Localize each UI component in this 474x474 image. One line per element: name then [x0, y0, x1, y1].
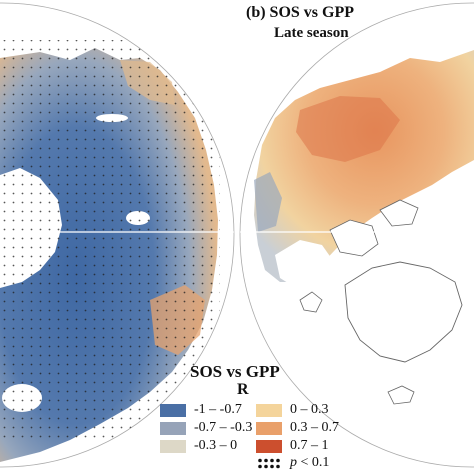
- legend-label: 0.7 – 1: [290, 438, 329, 453]
- legend-item: -1 – -0.7: [160, 402, 290, 419]
- west-coast-cool: [254, 172, 282, 232]
- left-hemisphere: [0, 2, 235, 468]
- legend-label: -0.7 – -0.3: [194, 420, 253, 435]
- legend-item: -0.3 – 0: [160, 438, 290, 455]
- significance-dots-icon: [258, 458, 280, 469]
- panel-subtitle: Late season: [274, 25, 349, 41]
- legend-item: 0.3 – 0.7: [256, 420, 386, 437]
- p-symbol: p: [290, 455, 297, 470]
- iceland-outline: [387, 385, 415, 405]
- legend-item: 0 – 0.3: [256, 402, 386, 419]
- legend-label: -0.3 – 0: [194, 438, 238, 453]
- legend-swatch: [160, 440, 186, 453]
- panel-title: (b) SOS vs GPP: [246, 4, 355, 21]
- legend-label: 0.3 – 0.7: [290, 420, 339, 435]
- greenland-outline: [344, 261, 463, 363]
- legend-label: -1 – -0.7: [194, 402, 242, 417]
- legend-swatch: [256, 404, 282, 417]
- arctic-islands-outline: [299, 199, 419, 313]
- legend-label: 0 – 0.3: [290, 402, 329, 417]
- legend-swatch: [256, 440, 282, 453]
- legend: SOS vs GPP R -1 – -0.7 -0.7 – -0.3 -0.3 …: [160, 362, 440, 474]
- hudson-bay: [275, 240, 334, 288]
- left-significance-dots: [0, 40, 220, 440]
- legend-swatch: [160, 404, 186, 417]
- legend-title: SOS vs GPP: [190, 362, 280, 381]
- legend-swatch: [256, 422, 282, 435]
- legend-swatch: [160, 422, 186, 435]
- core-warm-region: [296, 96, 400, 162]
- significance-legend-item: p < 0.1: [256, 455, 416, 472]
- legend-item: -0.7 – -0.3: [160, 420, 290, 437]
- significance-threshold: < 0.1: [297, 455, 330, 470]
- right-hemisphere-outline: [239, 2, 474, 468]
- legend-item: 0.7 – 1: [256, 438, 386, 455]
- left-hemisphere-outline: [0, 2, 235, 468]
- right-hemisphere: [239, 2, 474, 468]
- significance-label: p < 0.1: [290, 455, 329, 471]
- legend-subtitle: R: [237, 381, 249, 398]
